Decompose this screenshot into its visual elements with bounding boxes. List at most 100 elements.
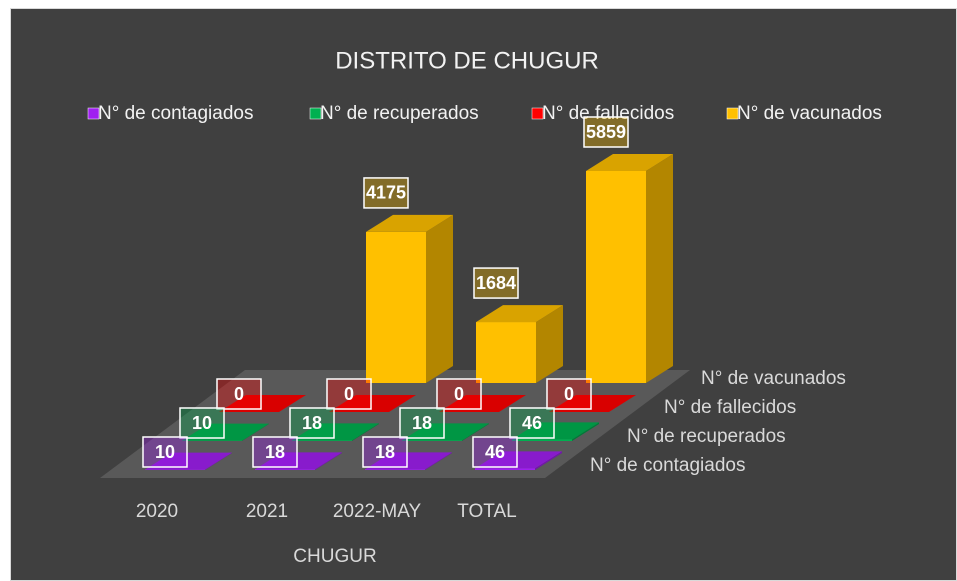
bar-top — [219, 395, 306, 412]
bar — [182, 423, 269, 441]
bar-front — [255, 469, 315, 470]
bar-side — [242, 423, 269, 441]
bar — [586, 154, 673, 383]
bar-top — [329, 395, 416, 412]
bar-top — [476, 305, 563, 323]
x-tick-label: 2022-MAY — [333, 501, 422, 522]
bar-top — [402, 423, 489, 441]
data-label: 0 — [454, 384, 464, 404]
data-label: 10 — [192, 413, 212, 433]
bar-front — [476, 322, 536, 383]
data-label: 18 — [412, 413, 432, 433]
data-label-box — [583, 116, 629, 148]
bar-side — [572, 422, 599, 441]
bar-front — [586, 171, 646, 383]
depth-axis-label: N° de vacunados — [701, 368, 846, 389]
bar-top — [586, 154, 673, 171]
data-label-box — [399, 407, 445, 439]
bar-top — [439, 395, 526, 412]
bar-front — [402, 440, 462, 441]
bar-side — [425, 452, 452, 470]
bar-side — [536, 305, 563, 383]
bar — [365, 452, 452, 470]
data-label: 4175 — [366, 183, 406, 203]
bar-top — [549, 395, 636, 412]
data-label: 46 — [522, 413, 542, 433]
legend-label: N° de vacunados — [737, 103, 882, 124]
data-label: 18 — [302, 413, 322, 433]
data-label-box — [326, 378, 372, 410]
bar — [255, 452, 342, 470]
bar-side — [315, 452, 342, 470]
data-label: 0 — [234, 384, 244, 404]
bar — [549, 395, 636, 412]
legend-swatch — [531, 107, 544, 120]
bar-top — [255, 452, 342, 470]
bar-side — [462, 423, 489, 441]
legend-label: N° de recuperados — [320, 103, 479, 124]
data-label-box — [363, 177, 409, 209]
data-label-box — [216, 378, 262, 410]
bar — [219, 395, 306, 412]
x-axis-title: CHUGUR — [293, 546, 376, 567]
bar — [402, 423, 489, 441]
bar-front — [366, 231, 426, 383]
x-tick-label: 2021 — [246, 501, 288, 522]
x-tick-label: TOTAL — [457, 501, 516, 522]
data-label: 18 — [265, 442, 285, 462]
depth-axis-label: N° de fallecidos — [664, 397, 796, 418]
legend-label: N° de contagiados — [98, 103, 253, 124]
data-label-box — [289, 407, 335, 439]
bar — [475, 451, 562, 470]
depth-axis-label: N° de contagiados — [590, 455, 745, 476]
data-label: 10 — [155, 442, 175, 462]
legend-label: N° de fallecidos — [542, 103, 674, 124]
bar-front — [475, 468, 535, 470]
bar-side — [535, 451, 562, 470]
bar — [145, 452, 232, 470]
x-tick-label: 2020 — [136, 501, 178, 522]
data-label: 0 — [564, 384, 574, 404]
data-label-box — [142, 436, 188, 468]
bar — [366, 214, 453, 383]
bar-top — [365, 452, 452, 470]
bar-top — [145, 452, 232, 470]
data-label-box — [546, 378, 592, 410]
data-label-box — [252, 436, 298, 468]
data-label-box — [436, 378, 482, 410]
bar — [439, 395, 526, 412]
chart-title: DISTRITO DE CHUGUR — [335, 47, 599, 74]
bar-top — [182, 423, 269, 441]
data-label-box — [362, 436, 408, 468]
data-label-box — [509, 407, 555, 439]
bar-side — [352, 423, 379, 441]
chart-area — [10, 8, 957, 581]
bar-top — [366, 214, 453, 232]
bar — [292, 423, 379, 441]
data-label-box — [179, 407, 225, 439]
bar-top — [292, 423, 379, 441]
data-label-box — [472, 436, 518, 468]
data-label-box — [473, 267, 519, 299]
bar — [476, 305, 563, 383]
bar — [512, 422, 599, 441]
legend-swatch — [726, 107, 739, 120]
data-label: 1684 — [476, 273, 516, 293]
bar-top — [475, 451, 562, 469]
bar-side — [646, 154, 673, 383]
bar — [329, 395, 416, 412]
bar-front — [512, 439, 572, 441]
data-label: 46 — [485, 442, 505, 462]
legend-swatch — [87, 107, 100, 120]
data-label: 18 — [375, 442, 395, 462]
legend-swatch — [309, 107, 322, 120]
bar-front — [292, 440, 352, 441]
bar-side — [205, 452, 232, 470]
data-label: 5859 — [586, 122, 626, 142]
bar-side — [426, 214, 453, 383]
bar-front — [365, 469, 425, 470]
data-label: 0 — [344, 384, 354, 404]
bar-top — [512, 422, 599, 440]
depth-axis-label: N° de recuperados — [627, 426, 786, 447]
